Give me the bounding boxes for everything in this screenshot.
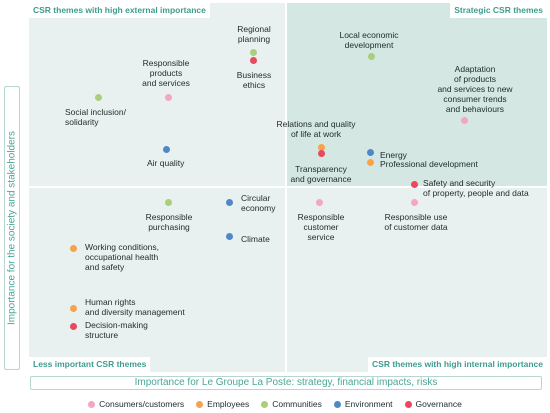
quadrant-bottom-right (287, 188, 547, 372)
theme-label-responsible-purchasing: Responsible purchasing (145, 212, 193, 232)
theme-dot-air-quality (163, 146, 170, 153)
theme-dot-responsible-purchasing (165, 199, 172, 206)
legend-dot-environment (333, 400, 341, 408)
theme-dot-circular-economy (226, 199, 233, 206)
theme-dot-transparency (318, 150, 325, 157)
legend-label-communities: Communities (272, 399, 322, 409)
theme-dot-responsible-data (411, 199, 418, 206)
legend: Consumers/customers Employees Communitie… (0, 397, 550, 411)
quadrant-top-right (287, 3, 547, 186)
quadrant-label-less-important: Less important CSR themes (29, 357, 151, 372)
legend-label-employees: Employees (207, 399, 250, 409)
theme-label-local-economic: Local economic development (339, 30, 399, 50)
x-axis-box: Importance for Le Groupe La Poste: strat… (30, 376, 542, 390)
theme-label-transparency: Transparency and governance (290, 164, 352, 184)
quadrant-label-strategic: Strategic CSR themes (450, 3, 547, 18)
x-axis-label: Importance for Le Groupe La Poste: strat… (134, 377, 438, 388)
quadrant-top-left (29, 3, 285, 186)
theme-label-human-rights: Human rights and diversity management (85, 297, 185, 317)
legend-label-governance: Governance (415, 399, 462, 409)
theme-label-air-quality: Air quality (147, 158, 185, 168)
legend-label-environment: Environment (344, 399, 393, 409)
theme-label-responsible-products: Responsible products and services (142, 58, 190, 88)
theme-label-regional-planning: Regional planning (237, 24, 271, 44)
theme-dot-energy (367, 149, 374, 156)
theme-dot-safety-security (411, 181, 418, 188)
legend-dot-consumers (88, 400, 96, 408)
legend-item-employees: Employees (196, 399, 249, 409)
quadrant-label-high-internal: CSR themes with high internal importance (368, 357, 547, 372)
theme-dot-human-rights (70, 305, 77, 312)
theme-dot-business-ethics (250, 57, 257, 64)
legend-item-governance: Governance (404, 399, 462, 409)
theme-label-decision-making: Decision-making structure (85, 320, 148, 340)
theme-dot-professional-dev (367, 159, 374, 166)
theme-dot-climate (226, 233, 233, 240)
theme-dot-adaptation (461, 117, 468, 124)
theme-label-business-ethics: Business ethics (236, 70, 272, 90)
theme-label-safety-security: Safety and security of property, people … (423, 178, 529, 198)
theme-dot-local-economic (368, 53, 375, 60)
y-axis-box: Importance for the society and stakehold… (4, 86, 20, 370)
theme-label-professional-dev: Professional development (380, 159, 478, 169)
theme-label-social-inclusion: Social inclusion/ solidarity (65, 107, 126, 127)
legend-item-communities: Communities (261, 399, 322, 409)
theme-dot-decision-making (70, 323, 77, 330)
theme-label-energy: Energy (380, 150, 407, 160)
y-axis-label: Importance for the society and stakehold… (6, 131, 18, 325)
quadrant-label-high-external: CSR themes with high external importance (29, 3, 210, 18)
theme-label-relations-quality: Relations and quality of life at work (276, 119, 356, 139)
theme-label-responsible-customer: Responsible customer service (297, 212, 345, 242)
theme-label-circular-economy: Circular economy (241, 193, 276, 213)
theme-label-working-conditions: Working conditions, occupational health … (85, 242, 160, 272)
theme-label-adaptation: Adaptation of products and services to n… (437, 64, 513, 114)
legend-dot-communities (261, 400, 269, 408)
materiality-matrix: CSR themes with high external importance… (29, 3, 547, 372)
legend-item-environment: Environment (333, 399, 393, 409)
theme-dot-regional-planning (250, 49, 257, 56)
theme-label-climate: Climate (241, 234, 270, 244)
theme-dot-working-conditions (70, 245, 77, 252)
legend-item-consumers: Consumers/customers (88, 399, 184, 409)
legend-dot-employees (196, 400, 204, 408)
quadrant-bottom-left (29, 188, 285, 372)
theme-dot-relations-quality (318, 144, 325, 151)
theme-dot-social-inclusion (95, 94, 102, 101)
legend-label-consumers: Consumers/customers (99, 399, 185, 409)
legend-dot-governance (404, 400, 412, 408)
theme-label-responsible-data: Responsible use of customer data (384, 212, 448, 232)
theme-dot-responsible-products (165, 94, 172, 101)
theme-dot-responsible-customer (316, 199, 323, 206)
